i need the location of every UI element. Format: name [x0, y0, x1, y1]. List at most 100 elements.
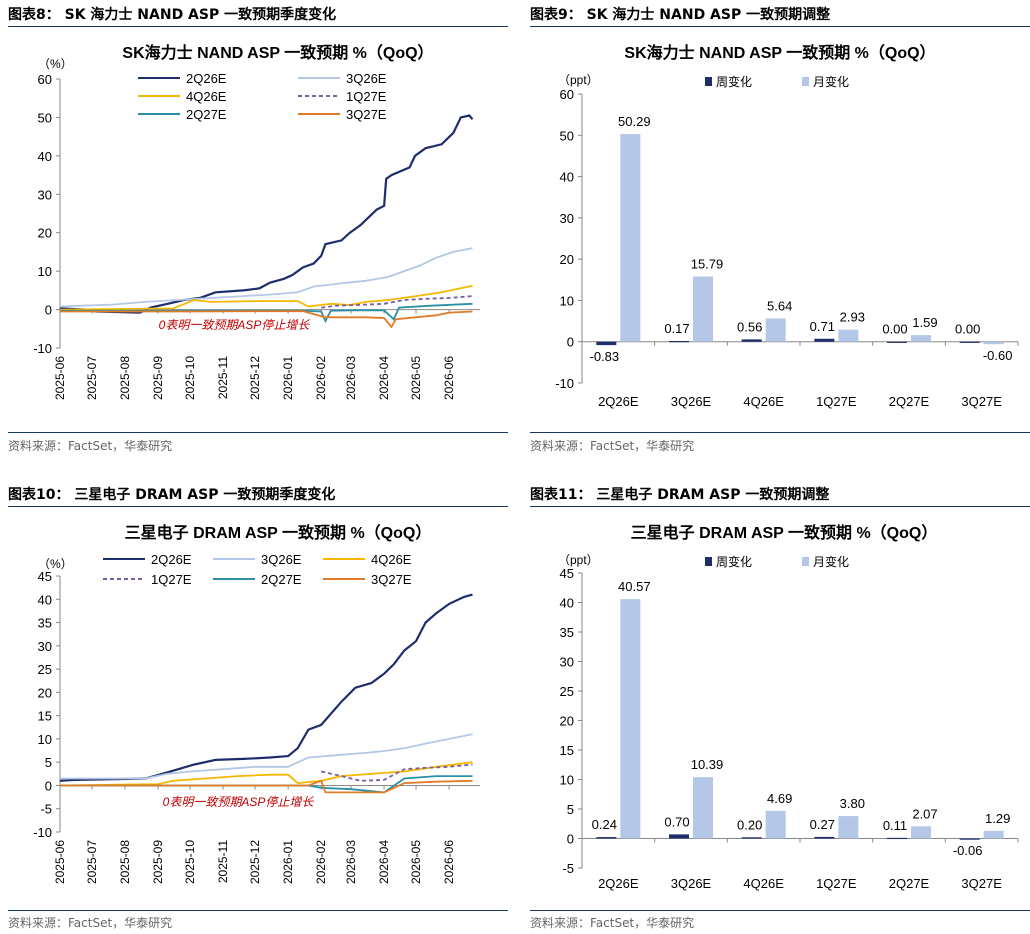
data-label: 0.00 [882, 322, 907, 337]
legend-label: 4Q26E [186, 89, 227, 104]
data-label: 5.64 [767, 298, 792, 313]
data-label: -0.83 [590, 349, 620, 364]
bar-monthly-3q26e [693, 777, 713, 839]
x-tick-label: 2Q27E [889, 394, 930, 409]
y-unit-label: （%） [38, 57, 73, 71]
x-tick-label: 2025-12 [248, 356, 262, 400]
source-note: 资料来源：FactSet，华泰研究 [530, 916, 695, 930]
x-tick-label: 2026-04 [377, 356, 391, 400]
x-tick-label: 2025-06 [53, 356, 67, 400]
panel-title: 图表11： 三星电子 DRAM ASP 一致预期调整 [530, 487, 830, 503]
x-tick-label: 2025-10 [183, 356, 197, 400]
y-tick-label: 45 [560, 566, 574, 581]
series-line-2q26e [59, 593, 473, 782]
y-tick-label: 20 [560, 714, 574, 729]
y-unit-label: （%） [38, 557, 73, 571]
legend-label: 2Q26E [186, 71, 227, 86]
x-tick-label: 2025-08 [118, 356, 132, 400]
data-label: 0.20 [737, 817, 762, 832]
annotation: 0表明一致预期ASP停止增长 [159, 318, 311, 332]
panel-title: 图表9： SK 海力士 NAND ASP 一致预期调整 [530, 7, 831, 23]
legend-label: 2Q27E [186, 107, 227, 122]
x-tick-label: 2Q27E [889, 876, 930, 891]
y-tick-label: -10 [33, 341, 52, 356]
legend-label: 3Q26E [346, 71, 387, 86]
legend-swatch [802, 557, 809, 566]
data-label: -0.06 [953, 843, 983, 858]
data-label: 0.70 [664, 814, 689, 829]
legend-label: 3Q26E [261, 552, 302, 567]
y-tick-label: 10 [38, 264, 52, 279]
bar-weekly-3q27e [959, 838, 980, 840]
y-tick-label: 30 [38, 639, 52, 654]
y-tick-label: 20 [38, 226, 52, 241]
y-tick-label: 0 [567, 335, 574, 350]
bar-monthly-3q26e [693, 276, 713, 342]
bar-weekly-2q26e [596, 341, 617, 346]
x-tick-label: 2026-06 [442, 840, 456, 884]
x-tick-label: 2025-06 [53, 840, 67, 884]
y-tick-label: 5 [45, 755, 52, 770]
series-line-1q27e [321, 295, 473, 309]
data-label: 50.29 [618, 114, 651, 129]
bar-monthly-4q26e [765, 810, 786, 839]
x-tick-label: 3Q27E [961, 876, 1002, 891]
legend-label: 周变化 [716, 74, 752, 89]
x-tick-label: 2026-04 [377, 840, 391, 884]
y-tick-label: 50 [38, 110, 52, 125]
data-label: 2.07 [912, 806, 937, 821]
y-tick-label: 10 [560, 293, 574, 308]
y-tick-label: 60 [38, 72, 52, 87]
x-tick-label: 2026-01 [281, 840, 295, 884]
bar-monthly-2q27e [911, 335, 931, 342]
y-tick-label: 5 [567, 802, 574, 817]
series-line-3q26e [60, 733, 473, 780]
data-label: -0.60 [983, 348, 1013, 363]
y-tick-label: 35 [560, 625, 574, 640]
x-tick-label: 2025-07 [85, 840, 99, 884]
x-tick-label: 2026-02 [314, 356, 328, 400]
y-tick-label: 40 [560, 596, 574, 611]
data-label: 1.59 [912, 315, 937, 330]
data-label: 4.69 [767, 791, 792, 806]
bar-monthly-3q27e [983, 830, 1004, 839]
y-unit-label: （ppt） [558, 73, 599, 87]
annotation: 0表明一致预期ASP停止增长 [163, 795, 315, 809]
data-label: 0.11 [883, 818, 907, 833]
y-tick-label: 40 [38, 592, 52, 607]
y-tick-label: -10 [33, 825, 52, 840]
chart-nand-line: SK海力士 NAND ASP 一致预期 %（QoQ） （%） -10 0 10 20 30 4… [33, 43, 480, 400]
chart-title: SK海力士 NAND ASP 一致预期 %（QoQ） [624, 43, 935, 62]
y-tick-label: 25 [38, 662, 52, 677]
bar-monthly-2q26e [620, 134, 641, 342]
bar-monthly-4q26e [765, 318, 786, 342]
legend-swatch [802, 77, 809, 86]
legend-label: 2Q26E [151, 552, 192, 567]
x-tick-label: 2025-09 [151, 356, 165, 400]
source-note: 资料来源：FactSet，华泰研究 [8, 916, 173, 930]
panel-title: 图表8： SK 海力士 NAND ASP 一致预期季度变化 [8, 7, 337, 23]
bar-monthly-1q27e [838, 329, 859, 342]
y-tick-label: 0 [45, 778, 52, 793]
y-tick-label: 20 [560, 252, 574, 267]
bar-weekly-1q27e [814, 836, 835, 839]
source-rule [8, 432, 508, 433]
y-tick-label: 10 [560, 773, 574, 788]
x-tick-label: 4Q26E [743, 876, 784, 891]
x-tick-label: 2025-08 [118, 840, 132, 884]
x-tick-label: 2Q26E [598, 394, 639, 409]
x-tick-label: 1Q27E [816, 394, 857, 409]
y-tick-label: 0 [45, 303, 52, 318]
data-label: 10.39 [691, 757, 724, 772]
legend-label: 1Q27E [346, 89, 387, 104]
y-unit-label: （ppt） [558, 553, 599, 567]
legend-label: 3Q27E [346, 107, 387, 122]
series-line-2q26e [59, 114, 474, 314]
bar-weekly-2q27e [887, 837, 907, 840]
series-line-3q27e [60, 779, 473, 794]
x-tick-label: 3Q27E [961, 394, 1002, 409]
source-rule [530, 910, 1030, 911]
panel-dram-line: 图表10： 三星电子 DRAM ASP 一致预期季度变化 三星电子 DRAM A… [8, 484, 508, 932]
legend-label: 2Q27E [261, 572, 302, 587]
x-tick-label: 4Q26E [743, 394, 784, 409]
